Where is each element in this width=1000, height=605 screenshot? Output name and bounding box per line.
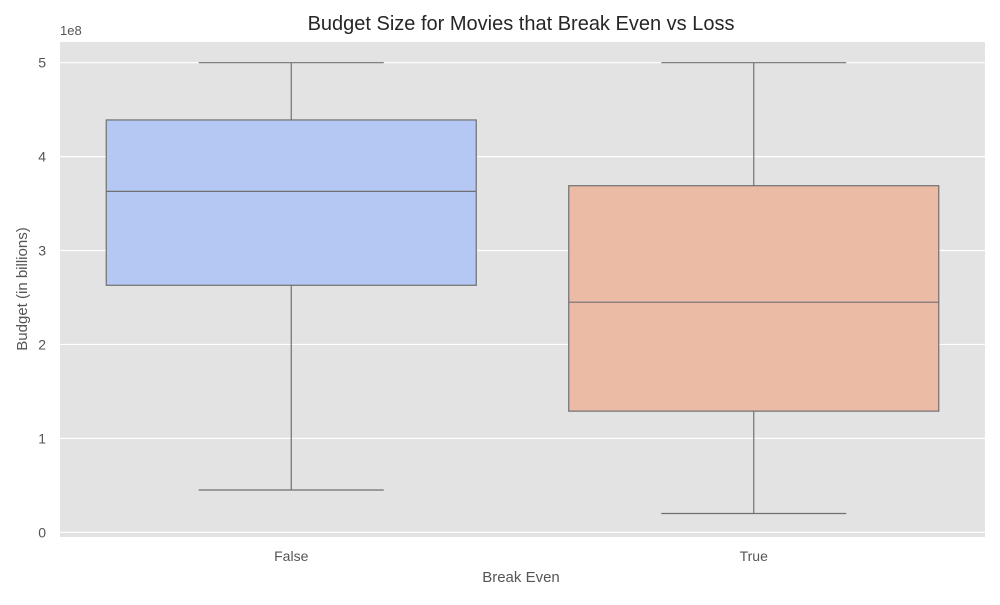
x-axis-ticks: False True — [274, 548, 768, 564]
y-tick-label: 2 — [38, 336, 46, 352]
y-axis-label: Budget (in billions) — [14, 227, 31, 350]
chart-title: Budget Size for Movies that Break Even v… — [308, 13, 735, 35]
x-axis-label: Break Even — [482, 569, 560, 586]
y-tick-label: 0 — [38, 524, 46, 540]
y-tick-label: 5 — [38, 55, 46, 71]
box-body — [568, 185, 940, 412]
y-tick-label: 3 — [38, 243, 46, 259]
box-group — [105, 62, 477, 491]
box-group — [568, 62, 940, 515]
y-tick-label: 1 — [38, 430, 46, 446]
box-body — [105, 119, 477, 286]
x-tick-label: False — [274, 548, 308, 564]
x-tick-label: True — [740, 548, 768, 564]
y-offset-label: 1e8 — [60, 23, 82, 38]
box-series — [105, 62, 940, 515]
y-axis-ticks: 0 1 2 3 4 5 — [38, 55, 46, 541]
y-tick-label: 4 — [38, 149, 46, 165]
